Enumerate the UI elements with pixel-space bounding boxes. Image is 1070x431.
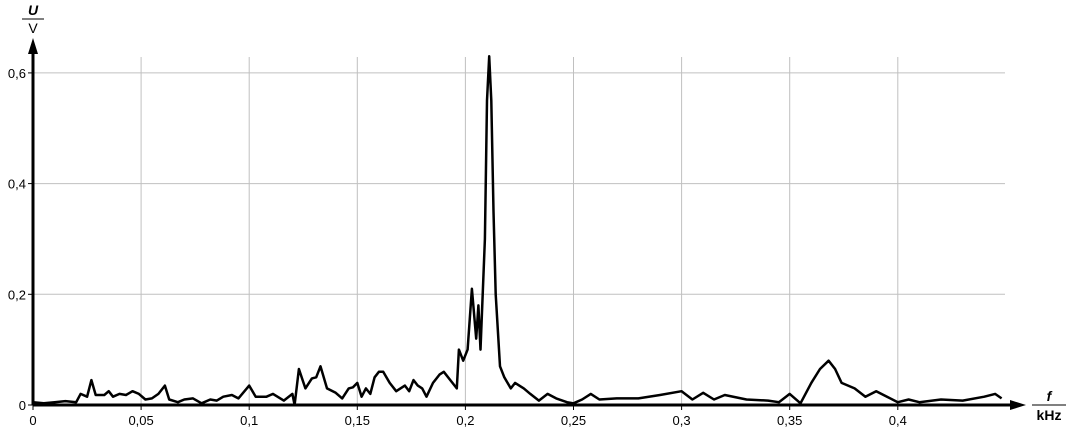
x-label-symbol: f: [1047, 388, 1053, 404]
y-tick-label: 0,4: [8, 177, 26, 192]
x-tick-label: 0,1: [240, 413, 258, 428]
x-tick-label: 0: [29, 413, 36, 428]
grid: [33, 57, 1005, 405]
y-axis-arrow: [28, 38, 38, 54]
x-tick-label: 0,3: [673, 413, 691, 428]
y-tick-label: 0,6: [8, 66, 26, 81]
x-tick-label: 0,05: [128, 413, 153, 428]
x-tick-label: 0,25: [561, 413, 586, 428]
series-line: [32, 55, 1003, 407]
x-label-unit: kHz: [1037, 407, 1062, 423]
x-tick-label: 0,15: [345, 413, 370, 428]
y-tick-label: 0,2: [8, 287, 26, 302]
y-label-unit: V: [28, 20, 38, 36]
x-tick-label: 0,2: [456, 413, 474, 428]
y-label-symbol: U: [28, 2, 39, 18]
ticks: 0 0,05 0,1 0,15 0,2 0,25 0,3 0,35 0,4 0 0,2 0,4 0,6: [8, 66, 907, 428]
x-axis-arrow: [1010, 400, 1026, 410]
y-tick-label: 0: [19, 398, 26, 413]
x-tick-label: 0,4: [889, 413, 907, 428]
x-tick-label: 0,35: [777, 413, 802, 428]
